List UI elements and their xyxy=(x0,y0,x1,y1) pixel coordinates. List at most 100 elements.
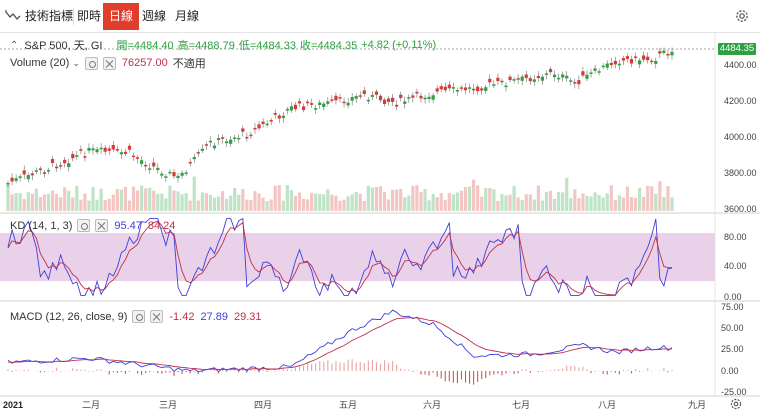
volume-unit: 不適用 xyxy=(172,58,206,70)
candle xyxy=(87,148,91,151)
candle xyxy=(285,108,289,111)
candle xyxy=(552,74,557,78)
volume-bar xyxy=(164,198,168,211)
volume-bar xyxy=(111,194,115,211)
volume-label[interactable]: Volume (20) xyxy=(10,57,70,69)
volume-bar xyxy=(156,193,160,211)
candle xyxy=(415,91,419,94)
volume-bar xyxy=(548,190,553,211)
chevron-down-icon[interactable]: ⌄ xyxy=(72,57,80,68)
volume-bar xyxy=(524,194,528,211)
volume-bar xyxy=(512,185,516,211)
candle xyxy=(220,137,225,139)
candle xyxy=(6,182,10,185)
indicator-settings-icon[interactable] xyxy=(77,219,91,232)
price-tick: 3600.00 xyxy=(724,204,757,214)
candle xyxy=(269,120,273,122)
candle xyxy=(516,78,520,80)
macd-tick: 75.00 xyxy=(721,302,744,312)
volume-bar xyxy=(249,200,253,211)
indicators-menu[interactable]: 技術指標 xyxy=(25,9,74,23)
collapse-chevron-icon[interactable]: ⌃ xyxy=(10,39,19,51)
candle xyxy=(411,95,415,98)
candle xyxy=(334,95,338,101)
candle xyxy=(638,60,642,65)
macd-hist-value: -1.42 xyxy=(169,310,195,323)
volume-bar xyxy=(87,200,91,211)
symbol-label[interactable]: S&P 500, 天, GI xyxy=(24,40,103,52)
volume-bar xyxy=(370,187,374,211)
macd-tick: 25.00 xyxy=(721,344,744,354)
kd-d-line xyxy=(7,220,673,296)
macd-tick: 50.00 xyxy=(721,323,744,333)
candle xyxy=(204,144,208,146)
volume-bar xyxy=(472,179,476,211)
volume-bar xyxy=(46,193,51,211)
candle xyxy=(196,152,200,154)
candle xyxy=(573,82,577,84)
candle xyxy=(609,62,613,66)
axis-settings-icon[interactable] xyxy=(729,397,743,411)
price-tick: 3800.00 xyxy=(724,168,757,178)
x-axis-label: 二月 xyxy=(82,400,100,410)
volume-bar xyxy=(310,192,314,211)
price-tick: 4200.00 xyxy=(724,96,757,106)
volume-bar xyxy=(358,193,362,211)
indicator-settings-icon[interactable] xyxy=(84,56,98,70)
kd-label[interactable]: KD (14, 1, 3) xyxy=(10,219,73,232)
candle xyxy=(589,72,593,75)
period-tab-monthly[interactable]: 月線 xyxy=(175,9,200,23)
volume-bar xyxy=(391,189,395,211)
volume-bar xyxy=(459,190,464,211)
open-value: 開=4484.40 xyxy=(116,40,174,52)
candle xyxy=(265,123,269,126)
volume-bar xyxy=(492,189,496,211)
candle xyxy=(654,60,658,64)
chart-canvas[interactable]: 4400.00 4200.00 4000.00 3800.00 3600.00 … xyxy=(0,33,760,415)
volume-bar xyxy=(188,200,192,211)
period-tab-weekly[interactable]: 週線 xyxy=(142,9,167,23)
candle xyxy=(346,102,350,106)
candle xyxy=(111,145,115,150)
indicator-wave-icon[interactable] xyxy=(5,9,21,23)
candle xyxy=(71,153,75,159)
kd-tick: 80.00 xyxy=(724,232,747,242)
candle xyxy=(581,71,585,76)
volume-bar xyxy=(172,190,176,211)
volume-bar xyxy=(569,198,573,211)
close-icon[interactable] xyxy=(95,219,109,232)
candle xyxy=(148,168,152,170)
period-tab-intraday[interactable]: 即時 xyxy=(77,9,102,23)
volume-bar xyxy=(366,185,370,211)
indicator-settings-icon[interactable] xyxy=(132,310,146,323)
volume-bar xyxy=(658,181,662,211)
gear-icon[interactable] xyxy=(734,8,750,24)
candle xyxy=(26,175,30,180)
candle xyxy=(455,90,460,92)
candle xyxy=(42,172,47,174)
last-price-tag: 4484.35 xyxy=(718,43,756,55)
candle xyxy=(629,59,634,64)
volume-bar xyxy=(306,199,310,211)
volume-bar xyxy=(115,188,119,211)
volume-bar xyxy=(508,194,512,211)
period-tab-daily[interactable]: 日線 xyxy=(103,3,140,30)
candle xyxy=(561,74,565,78)
volume-bar xyxy=(208,194,213,211)
volume-bar xyxy=(561,192,565,211)
close-icon[interactable] xyxy=(102,56,116,70)
volume-bar xyxy=(666,186,670,211)
candle xyxy=(459,87,464,89)
candle xyxy=(463,87,468,91)
candle xyxy=(419,95,423,99)
volume-bar xyxy=(42,194,47,211)
volume-bar xyxy=(378,186,383,211)
candle xyxy=(127,145,132,150)
x-axis-label: 七月 xyxy=(512,400,530,410)
volume-bar xyxy=(447,192,451,211)
macd-label[interactable]: MACD (12, 26, close, 9) xyxy=(10,310,128,323)
candle xyxy=(451,87,455,89)
candle xyxy=(176,175,180,179)
candle xyxy=(293,104,298,110)
close-icon[interactable] xyxy=(150,310,164,323)
